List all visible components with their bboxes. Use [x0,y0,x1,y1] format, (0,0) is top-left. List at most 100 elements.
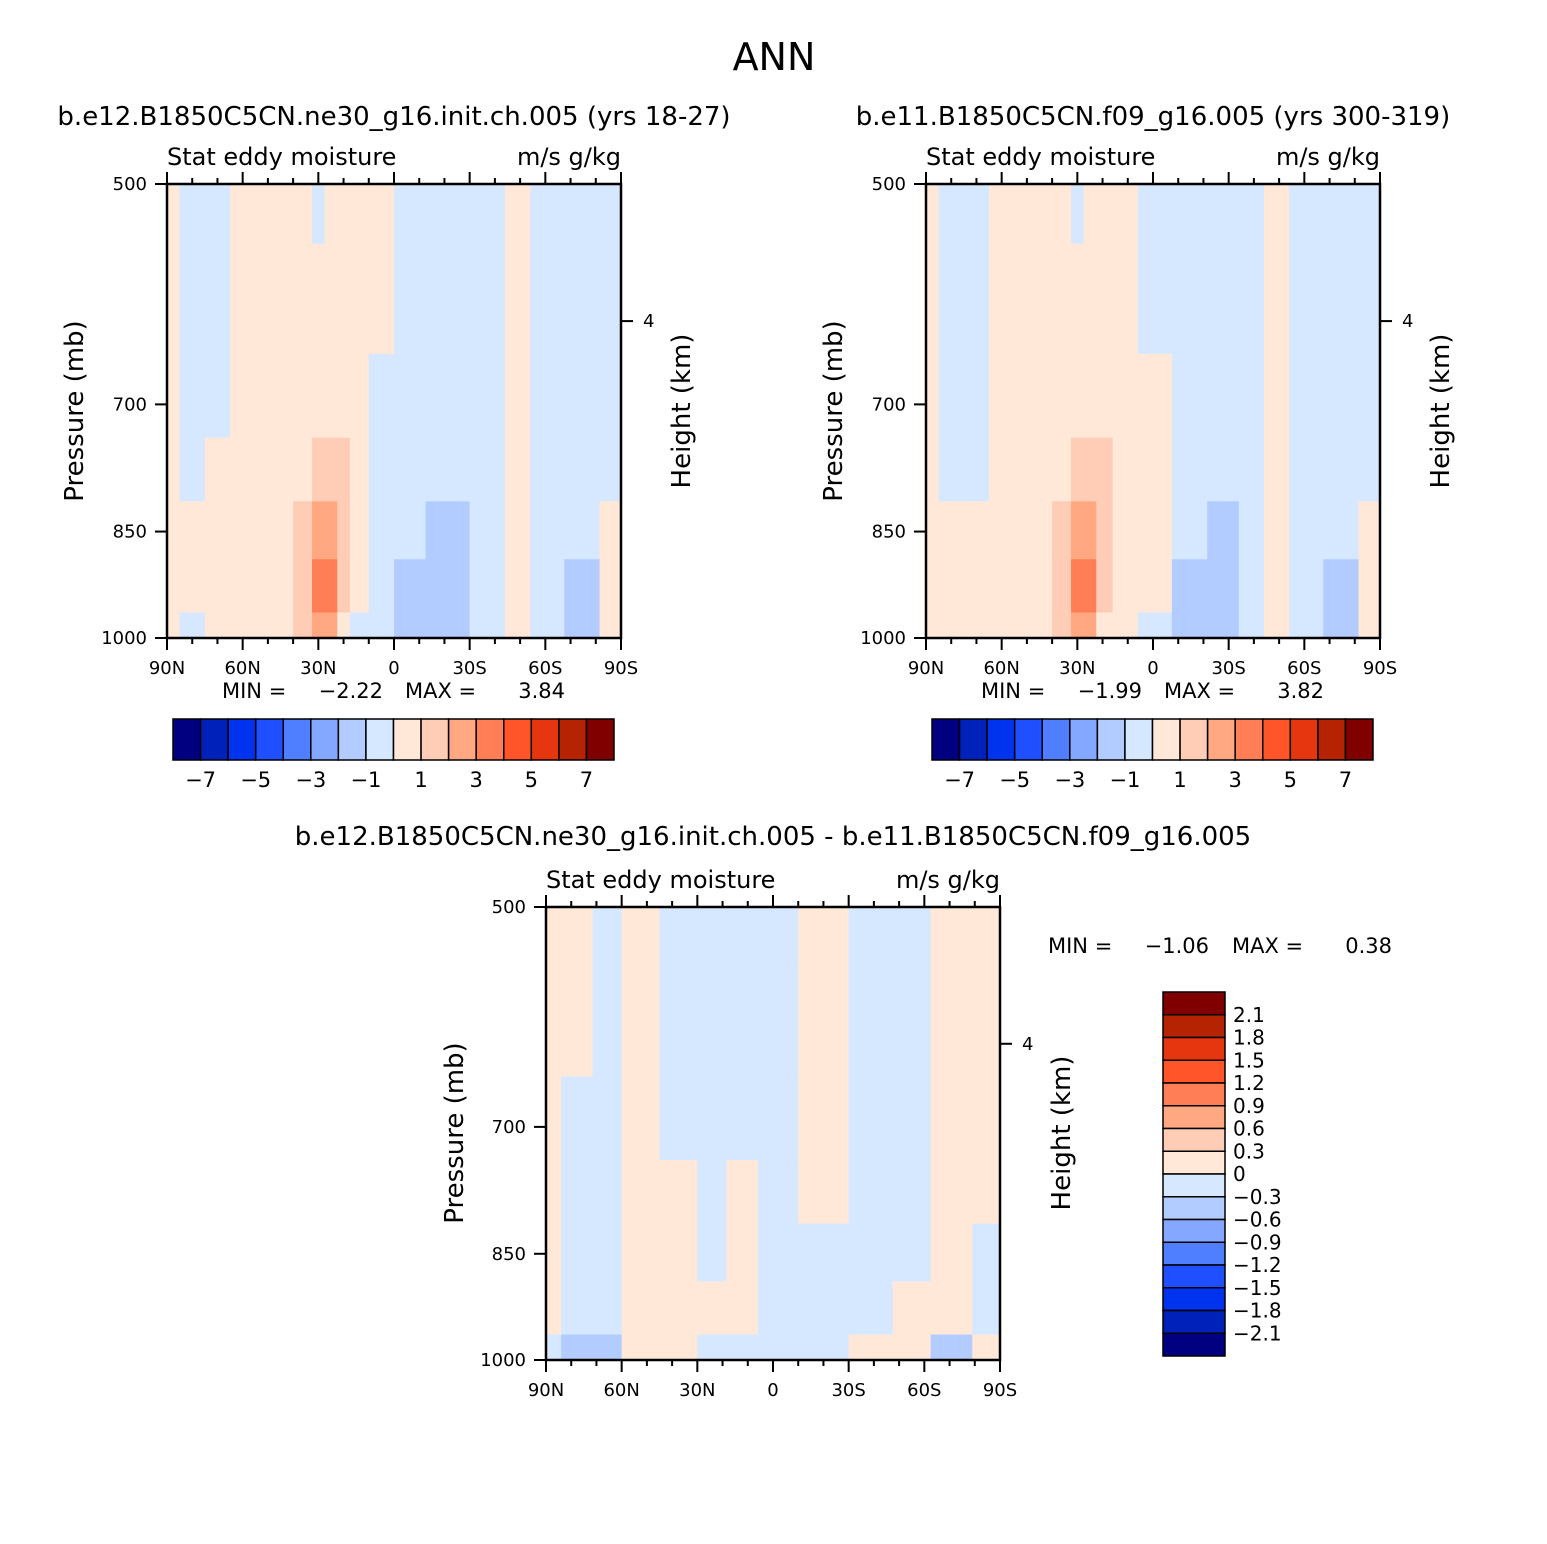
field-cell [892,907,932,968]
field-cell [1020,243,1053,355]
field-cell [599,501,622,560]
field-cell [798,907,850,968]
field-cell [1289,501,1324,560]
x-tick-label: 60S [907,1380,941,1401]
field-cell [1112,243,1139,355]
field-cell [1096,612,1114,639]
field-cell [1238,353,1265,439]
field-cell [504,184,531,245]
field-cell [1137,353,1173,439]
field-cell [204,501,231,560]
field-cell [349,184,370,245]
field-cell [1263,437,1290,502]
field-cell [938,559,965,614]
field-cell [312,184,326,245]
field-cell [1289,559,1324,614]
field-cell [1137,612,1173,639]
field-cell [989,353,1022,439]
field-cell [546,966,562,1078]
field-cell [1137,559,1173,614]
colorbar-swatch [1162,1196,1226,1221]
field-cell [726,1160,759,1225]
y-tick-label: 850 [872,522,906,543]
x-tick-label: 90N [149,658,185,679]
field-cell [963,437,990,502]
y-tick-label: 1000 [860,628,906,649]
panel-1-max-value: 3.84 [518,679,565,703]
field-cell [261,243,294,355]
field-cell [564,559,601,614]
field-cell [1020,559,1053,614]
colorbar-swatch [1234,718,1264,761]
field-cell [469,184,506,245]
panel-3-plot-area: 90N 60N 30N 0 30S 60S 90S 500 700 850 1000 4 [480,895,1033,1401]
field-cell [1171,612,1208,639]
field-cell [337,612,351,639]
field-cell [938,184,965,245]
field-cell [621,907,661,968]
field-cell [425,612,471,639]
panel-2-plot-area: 90N 60N 30N 0 30S 60S 90S 500 700 850 1000 4 [860,172,1413,679]
panel-2-y-axis-label: Pressure (mb) [819,320,849,501]
field-cell [930,1160,973,1225]
colorbar-label: 7 [1339,768,1352,792]
field-cell [621,966,661,1078]
field-cell [1020,501,1053,560]
panel-2-run-title: b.e11.B1850C5CN.f09_g16.005 (yrs 300-319… [856,102,1450,132]
y2-tick-label: 4 [643,311,654,332]
field-cell [1323,353,1360,439]
field-cell [757,907,799,968]
field-cell [726,1076,759,1161]
field-cell [349,559,370,614]
x-tick-label: 30N [679,1380,715,1401]
field-cell [349,612,370,639]
field-cell [293,501,313,560]
field-cell [337,559,351,614]
field-cell [394,243,427,355]
field-cell [1071,437,1085,502]
x-tick-label: 60N [983,658,1019,679]
colorbar-swatch [931,718,961,761]
field-cell [1096,559,1114,614]
field-cell [1358,243,1381,355]
field-cell [324,184,338,245]
x-tick-label: 0 [388,658,399,679]
field-cell [926,243,940,355]
field-cell [312,243,326,355]
colorbar-swatch [958,718,988,761]
colorbar-swatch [1162,1127,1226,1152]
field-cell [1289,612,1324,639]
field-cell [1052,437,1072,502]
panel-3-max-value: 0.38 [1345,934,1392,958]
field-cell [368,184,395,245]
x-tick-label: 60N [224,658,260,679]
field-cell [1112,501,1139,560]
colorbar-label: 5 [1284,768,1297,792]
colorbar-swatch [282,718,312,761]
field-cell [592,1160,623,1225]
colorbar-swatch [1162,1309,1226,1334]
field-cell [1323,184,1360,245]
field-cell [230,353,263,439]
colorbar-swatch [1179,718,1209,761]
panel-2-left-label: Stat eddy moisture [926,143,1155,171]
field-cell [726,966,759,1078]
field-cell [621,1223,661,1283]
field-cell [798,1223,850,1283]
field-cell [1358,559,1381,614]
field-cell [798,1076,850,1161]
field-cell [1137,184,1173,245]
colorbar-swatch [1162,1218,1226,1243]
field-cell [179,353,206,439]
colorbar-swatch [1162,1332,1226,1357]
field-cell [167,559,181,614]
field-cell [368,353,395,439]
colorbar-label: −0.6 [1233,1208,1282,1232]
field-cell [261,501,294,560]
panel-1-min-label: MIN = [222,679,286,703]
field-cell [1323,437,1360,502]
x-tick-label: 90N [528,1380,564,1401]
field-cell [1263,184,1290,245]
field-cell [561,1223,594,1283]
field-cell [757,966,799,1078]
